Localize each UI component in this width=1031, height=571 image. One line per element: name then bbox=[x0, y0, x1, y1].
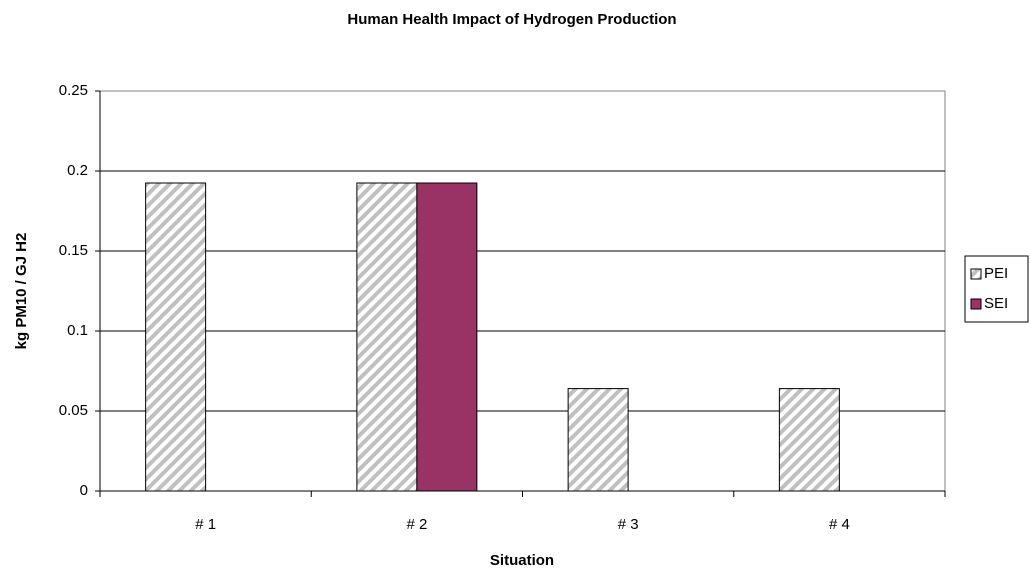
x-tick-label: # 2 bbox=[406, 516, 427, 533]
legend-box bbox=[964, 255, 1029, 323]
y-tick-label: 0 bbox=[80, 482, 88, 499]
x-tick-label: # 4 bbox=[829, 516, 850, 533]
legend-swatch bbox=[970, 268, 982, 280]
y-tick-label: 0.25 bbox=[59, 82, 88, 99]
legend-label: SEI bbox=[984, 295, 1008, 312]
bar bbox=[356, 182, 418, 492]
chart-title: Human Health Impact of Hydrogen Producti… bbox=[347, 11, 676, 28]
y-axis-title: kg PM10 / GJ H2 bbox=[13, 233, 30, 350]
bar bbox=[145, 182, 207, 492]
bar bbox=[778, 388, 840, 492]
legend-swatch bbox=[970, 298, 982, 310]
bar bbox=[567, 388, 629, 492]
legend-label: PEI bbox=[984, 265, 1008, 282]
x-tick-label: # 3 bbox=[618, 516, 639, 533]
y-tick-label: 0.15 bbox=[59, 242, 88, 259]
y-tick-label: 0.05 bbox=[59, 402, 88, 419]
x-tick-label: # 1 bbox=[195, 516, 216, 533]
y-tick-label: 0.1 bbox=[67, 322, 88, 339]
x-axis-title: Situation bbox=[490, 552, 554, 569]
y-tick-label: 0.2 bbox=[67, 162, 88, 179]
bar bbox=[416, 182, 478, 492]
